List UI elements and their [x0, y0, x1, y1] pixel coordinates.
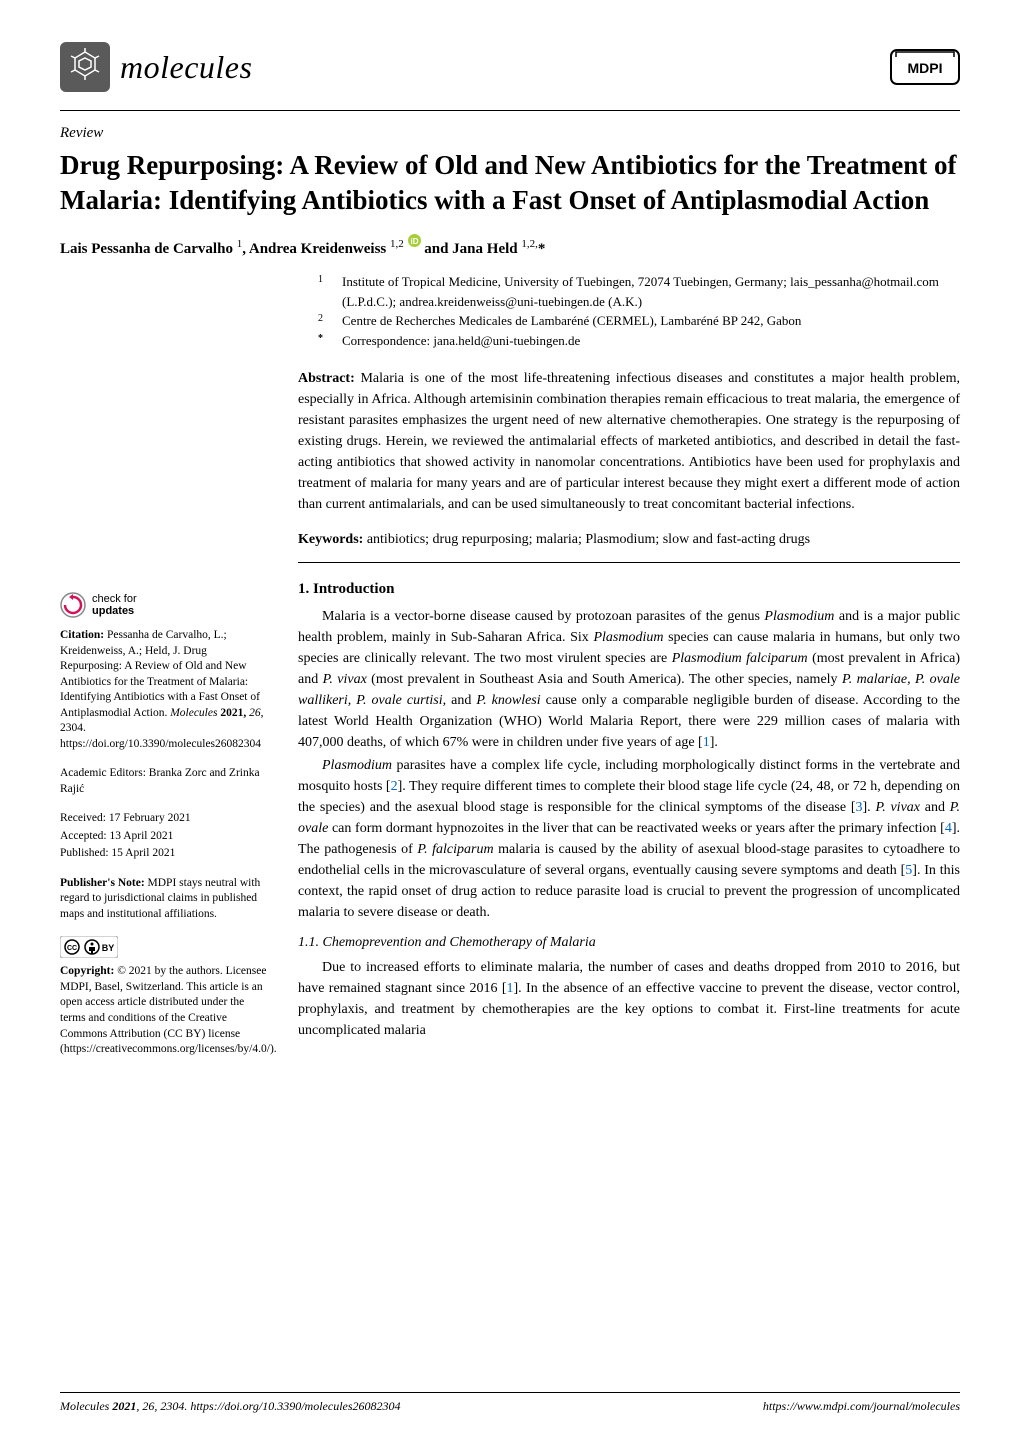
section-1-1-para-1: Due to increased efforts to eliminate ma…	[298, 957, 960, 1041]
copyright-block: Copyright: © 2021 by the authors. Licens…	[60, 964, 270, 1057]
section-1-heading: 1. Introduction	[298, 581, 960, 598]
received-date: Received: 17 February 2021	[60, 811, 270, 827]
orcid-icon: iD	[408, 234, 421, 247]
copyright-text: © 2021 by the authors. Licensee MDPI, Ba…	[60, 965, 277, 1055]
citation-label: Citation:	[60, 629, 104, 641]
journal-logo: molecules	[60, 42, 252, 92]
affiliation-1: 1 Institute of Tropical Medicine, Univer…	[318, 272, 960, 311]
abstract-label: Abstract:	[298, 371, 355, 386]
correspondence: * Correspondence: jana.held@uni-tuebinge…	[318, 331, 960, 351]
sidebar: check for updates Citation: Pessanha de …	[60, 272, 270, 1071]
check-updates[interactable]: check for updates	[60, 592, 270, 618]
ref-2[interactable]: 2	[391, 779, 398, 794]
svg-text:BY: BY	[102, 943, 115, 953]
article-title: Drug Repurposing: A Review of Old and Ne…	[60, 148, 960, 218]
article-type: Review	[60, 125, 960, 142]
affiliations: 1 Institute of Tropical Medicine, Univer…	[298, 272, 960, 350]
check-updates-line1: check for	[92, 593, 137, 605]
author-3: and Jana Held 1,2,*	[424, 241, 545, 257]
keywords: Keywords: antibiotics; drug repurposing;…	[298, 529, 960, 550]
svg-text:MDPI: MDPI	[908, 60, 943, 76]
abstract: Abstract: Malaria is one of the most lif…	[298, 368, 960, 515]
copyright-label: Copyright:	[60, 965, 114, 977]
pubdates-block: Received: 17 February 2021 Accepted: 13 …	[60, 811, 270, 862]
citation-journal: Molecules	[170, 707, 217, 719]
intro-para-1: Malaria is a vector-borne disease caused…	[298, 606, 960, 753]
editors-block: Academic Editors: Branka Zorc and Zrinka…	[60, 766, 270, 797]
molecules-icon	[60, 42, 110, 92]
main-column: 1 Institute of Tropical Medicine, Univer…	[298, 272, 960, 1071]
svg-text:iD: iD	[410, 237, 418, 246]
abstract-text: Malaria is one of the most life-threaten…	[298, 371, 960, 512]
citation-text: Pessanha de Carvalho, L.; Kreidenweiss, …	[60, 629, 260, 719]
citation-year: 2021,	[220, 707, 249, 719]
citation-vol: 26	[249, 707, 261, 719]
mdpi-logo: MDPI	[890, 49, 960, 85]
footer-left: Molecules 2021, 26, 2304. https://doi.or…	[60, 1399, 401, 1414]
publishers-note: Publisher's Note: MDPI stays neutral wit…	[60, 876, 270, 923]
section-1-1-heading: 1.1. Chemoprevention and Chemotherapy of…	[298, 935, 960, 951]
check-updates-line2: updates	[92, 605, 137, 617]
ref-1[interactable]: 1	[703, 735, 710, 750]
keywords-text: antibiotics; drug repurposing; malaria; …	[367, 532, 810, 547]
check-updates-icon	[60, 592, 86, 618]
keywords-label: Keywords:	[298, 532, 363, 547]
citation-block: Citation: Pessanha de Carvalho, L.; Krei…	[60, 628, 270, 752]
keywords-rule	[298, 562, 960, 563]
authors-line: Lais Pessanha de Carvalho 1, Andrea Krei…	[60, 234, 960, 258]
accepted-date: Accepted: 13 April 2021	[60, 829, 270, 845]
ref-1b[interactable]: 1	[507, 981, 514, 996]
cc-by-icon: CC BY	[60, 936, 118, 958]
svg-text:CC: CC	[67, 945, 77, 952]
ref-3[interactable]: 3	[856, 800, 863, 815]
ref-4[interactable]: 4	[945, 821, 952, 836]
pubnote-label: Publisher's Note:	[60, 877, 145, 889]
page-footer: Molecules 2021, 26, 2304. https://doi.or…	[60, 1392, 960, 1414]
affiliation-2: 2 Centre de Recherches Medicales de Lamb…	[318, 311, 960, 331]
header-rule	[60, 110, 960, 111]
page-header: molecules MDPI	[60, 42, 960, 92]
footer-right[interactable]: https://www.mdpi.com/journal/molecules	[763, 1399, 960, 1414]
academic-editors: Academic Editors: Branka Zorc and Zrinka…	[60, 766, 270, 797]
journal-name: molecules	[120, 49, 252, 86]
cc-license-row: CC BY	[60, 936, 270, 958]
intro-para-2: Plasmodium parasites have a complex life…	[298, 755, 960, 923]
author-1: Lais Pessanha de Carvalho 1, Andrea Krei…	[60, 241, 404, 257]
published-date: Published: 15 April 2021	[60, 846, 270, 862]
